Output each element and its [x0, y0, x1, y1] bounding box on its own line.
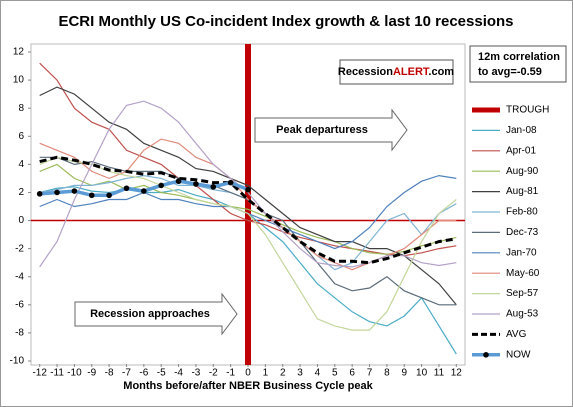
site-part: ALERT — [393, 66, 430, 78]
y-tick-label: -2 — [15, 243, 24, 254]
point — [245, 186, 251, 193]
x-axis-title: Months before/after NBER Business Cycle … — [123, 380, 373, 392]
point — [210, 184, 217, 190]
x-tick-label: 8 — [384, 368, 390, 379]
x-tick-label: -11 — [50, 368, 64, 379]
point — [71, 188, 78, 194]
x-tick-label: 11 — [434, 368, 445, 379]
trough-line — [245, 44, 251, 365]
y-tick-label: -6 — [15, 299, 24, 310]
series-line — [39, 163, 457, 255]
series-line — [39, 155, 457, 265]
x-tick-label: 4 — [315, 368, 321, 379]
y-tick-label: -4 — [15, 271, 24, 282]
legend-label: Jan-08 — [506, 125, 537, 136]
series-line — [39, 100, 457, 268]
legend-label: Aug-81 — [506, 186, 539, 197]
y-tick-label: 6 — [18, 131, 24, 142]
site-box — [339, 59, 454, 85]
y-tick-label: 8 — [18, 103, 24, 114]
correlation-box — [469, 45, 567, 83]
approach-arrow — [74, 292, 238, 336]
y-tick-label: 12 — [13, 47, 25, 58]
point — [106, 192, 112, 199]
point — [88, 192, 95, 199]
point — [54, 189, 60, 196]
x-tick-label: -4 — [174, 368, 183, 379]
legend-label: NOW — [506, 349, 531, 360]
point — [193, 181, 199, 187]
x-tick-label: -7 — [122, 368, 131, 379]
x-tick-label: 2 — [280, 368, 286, 379]
series-line — [39, 86, 457, 306]
peak-arrow — [254, 108, 408, 152]
y-tick-label: -8 — [15, 328, 24, 339]
x-tick-label: 9 — [401, 368, 407, 379]
legend-label: AVG — [506, 329, 527, 340]
point — [36, 191, 43, 197]
x-tick-label: 7 — [367, 368, 373, 379]
site-part: .com — [428, 66, 454, 78]
x-tick-label: -10 — [67, 368, 82, 379]
x-tick-label: 3 — [297, 368, 303, 379]
x-tick-label: 5 — [332, 368, 338, 379]
x-tick-label: -12 — [32, 368, 47, 379]
site-label: RecessionALERT.com — [338, 66, 454, 78]
point — [227, 179, 234, 186]
approach-label: Recession approaches — [90, 308, 210, 320]
x-tick-label: -3 — [191, 368, 200, 379]
legend-label: Aug-53 — [506, 309, 539, 320]
peak-label: Peak departuress — [276, 124, 368, 136]
legend-marker — [483, 352, 489, 358]
legend-label: Dec-73 — [506, 227, 539, 238]
x-tick-label: -1 — [226, 368, 235, 379]
legend-label: TROUGH — [506, 105, 549, 116]
point — [175, 178, 182, 185]
x-tick-label: -8 — [105, 368, 114, 379]
y-tick-label: 10 — [13, 75, 25, 86]
legend-label: Apr-01 — [506, 145, 536, 156]
x-tick-label: 10 — [416, 368, 428, 379]
point — [123, 185, 130, 192]
point — [141, 188, 147, 194]
x-tick-label: 0 — [245, 368, 251, 379]
legend-label: Feb-80 — [506, 207, 538, 218]
point — [158, 182, 164, 189]
legend-label: Jan-70 — [506, 247, 537, 258]
x-tick-label: 1 — [263, 368, 269, 379]
correlation-line: 12m correlation — [478, 51, 560, 63]
y-tick-label: -10 — [10, 356, 25, 367]
correlation-line: to avg=-0.59 — [478, 66, 542, 78]
y-tick-label: 0 — [18, 215, 24, 226]
legend-label: Aug-90 — [506, 166, 539, 177]
site-part: Recession — [338, 66, 393, 78]
x-tick-label: 6 — [349, 368, 355, 379]
x-tick-label: -9 — [87, 368, 96, 379]
x-tick-label: -6 — [139, 368, 148, 379]
x-tick-label: 12 — [451, 368, 463, 379]
x-tick-label: -5 — [157, 368, 166, 379]
legend-label: May-60 — [506, 268, 540, 279]
legend-label: Sep-57 — [506, 288, 539, 299]
y-tick-label: 2 — [18, 187, 24, 198]
chart-title: ECRI Monthly US Co-incident Index growth… — [58, 13, 513, 30]
y-tick-label: 4 — [18, 159, 24, 170]
x-tick-label: -2 — [209, 368, 218, 379]
